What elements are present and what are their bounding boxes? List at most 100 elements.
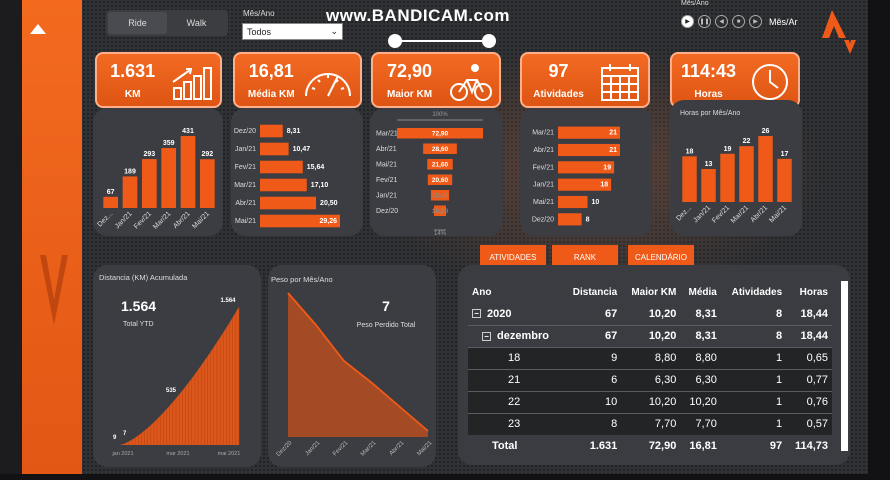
play-axis-text: Mês/Ar (769, 16, 798, 27)
data-label: 431 (182, 128, 194, 135)
col-header-maior-km[interactable]: Maior KM (631, 286, 677, 298)
table-row-year[interactable]: −2020 67 10,20 8,31 8 18,44 (468, 303, 832, 325)
slider-handle-right[interactable] (482, 34, 496, 48)
data-label: 359 (163, 140, 175, 147)
tick-label: Mar/21 (234, 182, 256, 189)
pause-icon[interactable]: ❚❚ (698, 15, 711, 28)
table-cell: 7,70 (680, 412, 721, 435)
bar (260, 142, 289, 156)
row-label: 21 (468, 368, 563, 391)
data-label: 535 (166, 388, 177, 394)
data-label: 20,60 (432, 177, 449, 184)
row-label-text: 22 (508, 396, 521, 408)
tick-label: Mai/21 (235, 218, 256, 225)
strava-logo-icon (822, 10, 856, 54)
kpi-card-atividades[interactable]: 97 Atividades (520, 52, 650, 108)
range-slider[interactable] (388, 34, 496, 48)
data-label: 18 (686, 148, 694, 155)
data-label: 19 (724, 146, 732, 153)
tick-label: Mar/21 (730, 204, 750, 224)
collapse-icon[interactable]: − (482, 331, 491, 341)
activities-matrix: Ano Distancia Maior KM Média Atividades … (458, 265, 850, 465)
data-label: 8,31 (287, 128, 301, 135)
kpi-value: 72,90 (387, 61, 433, 81)
data-label: 21 (609, 147, 617, 154)
data-label: 72,90 (432, 131, 449, 138)
table-cell: 1 (720, 368, 787, 391)
funnel-bar (430, 190, 450, 201)
cyclist-icon (450, 64, 492, 101)
tick-label: mar 2021 (166, 451, 189, 457)
kpi-value: 7 (382, 298, 390, 314)
kpi-label: Peso Perdido Total (357, 322, 416, 329)
data-label: 293 (143, 151, 155, 158)
bar (758, 136, 773, 202)
table-cell: 8,80 (621, 346, 681, 369)
table-cell: 67 (562, 324, 622, 347)
table-row[interactable]: 23 8 7,70 7,70 1 0,57 (468, 412, 832, 435)
previous-icon[interactable]: ◀ (715, 15, 728, 28)
funnel-bar (433, 205, 447, 216)
table-cell: 114,73 (794, 440, 828, 452)
bar (199, 159, 215, 208)
kpi-card-km[interactable]: 1.631 KM (95, 52, 222, 108)
table-cell: 0,65 (786, 346, 832, 369)
col-header-media[interactable]: Média (688, 286, 717, 298)
tick-label: Jan/21 (304, 440, 321, 457)
slicer-label: Mês/Ano (243, 9, 275, 18)
collapse-icon[interactable]: − (472, 309, 481, 319)
activity-toggle[interactable]: Ride Walk (106, 10, 228, 36)
table-row[interactable]: 18 9 8,80 8,80 1 0,65 (468, 346, 832, 369)
chart-card-atividades-month: Mar/21 21 Abr/21 21 Fev/21 19 Jan/21 18 Mai/21 10… (520, 108, 652, 236)
table-row-month[interactable]: − dezembro 67 10,20 8,31 8 18,44 (468, 324, 832, 347)
collapse-arrow-icon[interactable] (30, 24, 46, 34)
slider-handle-left[interactable] (388, 34, 402, 48)
table-row-total[interactable]: Total 1.631 72,90 16,81 97 114,73 (468, 435, 832, 457)
chart-card-distancia-acumulada: Distancia (KM) Acumulada 1.564 Total YTD 9 7… (93, 265, 261, 467)
ride-option[interactable]: Ride (108, 12, 167, 34)
col-header-distancia[interactable]: Distancia (572, 286, 618, 298)
play-icon[interactable]: ▶ (681, 15, 694, 28)
col-header-ano[interactable]: Ano (472, 286, 492, 298)
data-label: 7 (123, 431, 127, 437)
kpi-card-horas[interactable]: 114:43 Horas (670, 52, 800, 108)
data-label: 9 (113, 435, 117, 441)
kpi-card-media-km[interactable]: 16,81 Média KM (233, 52, 362, 108)
bar (260, 160, 303, 174)
stop-icon[interactable]: ■ (732, 15, 745, 28)
row-label: −2020 (468, 303, 563, 325)
tick-label: Jan/21 (235, 146, 256, 153)
tick-label: Jan/21 (533, 182, 554, 189)
tick-label: Dez/20 (234, 128, 256, 135)
tick-label: Fev/21 (332, 440, 350, 458)
next-icon[interactable]: ▶ (749, 15, 762, 28)
bar (558, 195, 588, 209)
matrix-table: Ano Distancia Maior KM Média Atividades … (468, 281, 832, 457)
table-row[interactable]: 21 6 6,30 6,30 1 0,77 (468, 368, 832, 391)
chart-media-per-month: Dez/20 8,31 Jan/21 10,47 Fev/21 15,64 Mar/21 17… (234, 124, 340, 228)
table-cell: 0,57 (786, 412, 832, 435)
walk-option[interactable]: Walk (186, 18, 207, 28)
col-header-horas[interactable]: Horas (799, 286, 828, 298)
chart-distancia-acumulada: Distancia (KM) Acumulada 1.564 Total YTD 97… (99, 273, 240, 457)
col-header-atividades[interactable]: Atividades (731, 286, 783, 298)
table-row[interactable]: 22 10 10,20 10,20 1 0,76 (468, 390, 832, 413)
tick-label: Fev/21 (235, 164, 257, 171)
table-cell: 6,30 (680, 368, 721, 391)
data-label: 21,60 (432, 162, 449, 169)
tick-label: Abr/21 (376, 146, 397, 153)
play-axis-label: Mês/Ano (681, 0, 709, 7)
row-label-text: 23 (508, 418, 521, 431)
data-label: 20,50 (320, 200, 338, 207)
data-label: 292 (201, 151, 213, 158)
kpi-value: 1.631 (110, 61, 156, 81)
kpi-card-maior-km[interactable]: 72,90 Maior KM (371, 52, 501, 108)
kpi-label: Média KM (247, 89, 295, 100)
kpi-value: 97 (548, 61, 569, 81)
vertical-scrollbar[interactable] (841, 281, 848, 451)
month-slicer-dropdown[interactable]: Todos ⌄ (242, 23, 343, 40)
slicer-value: Todos (247, 27, 272, 37)
tick-label: Mai/21 (416, 440, 433, 457)
row-label-text: 18 (508, 352, 521, 364)
table-cell: 6,30 (621, 368, 681, 391)
